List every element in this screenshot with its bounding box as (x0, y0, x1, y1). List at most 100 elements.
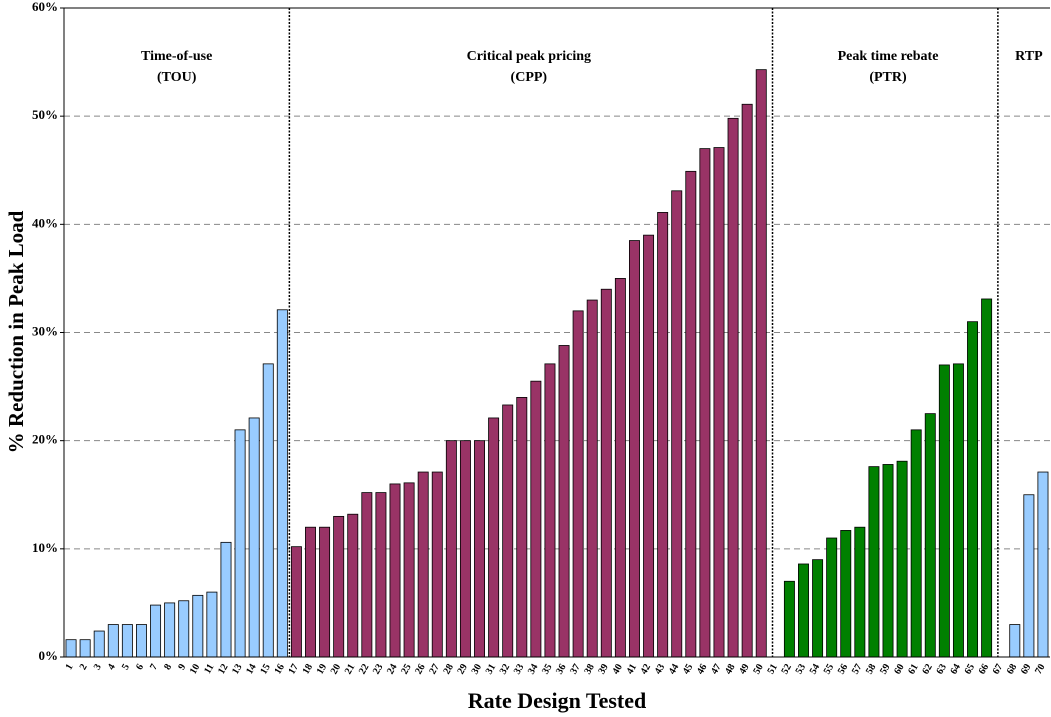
x-tick-label: 59 (878, 662, 893, 676)
bar (220, 541, 232, 658)
bar (798, 563, 809, 658)
x-tick-label: 55 (822, 662, 837, 676)
bar (558, 345, 570, 658)
x-tick-label: 70 (1033, 662, 1048, 676)
bar (361, 492, 373, 658)
bar (417, 471, 429, 658)
x-tick-label: 57 (850, 662, 865, 676)
bar (459, 440, 471, 658)
x-tick-label: 66 (977, 662, 992, 676)
bar (812, 559, 824, 658)
x-tick-label: 45 (681, 662, 696, 676)
bar (544, 363, 556, 658)
group-label: RTP (1015, 49, 1043, 64)
bar (854, 526, 866, 658)
bar (516, 396, 528, 658)
bar (290, 546, 302, 658)
x-tick-label: 65 (963, 662, 978, 676)
bar (1037, 471, 1049, 658)
group-label: Peak time rebate (838, 49, 939, 64)
x-tick-label: 3 (92, 662, 104, 672)
x-tick-label: 25 (399, 662, 414, 676)
bar (755, 69, 767, 658)
bar (262, 363, 274, 658)
bar (643, 234, 655, 658)
bar (671, 190, 683, 658)
x-tick-label: 1 (64, 662, 76, 672)
x-tick-label: 16 (272, 662, 287, 676)
bar (164, 602, 176, 658)
bar (107, 624, 119, 658)
x-tick-label: 58 (864, 662, 879, 676)
x-tick-label: 44 (667, 662, 682, 676)
bar (586, 299, 598, 658)
bar (319, 526, 331, 658)
x-tick-label: 8 (162, 662, 174, 672)
bar (93, 630, 105, 658)
x-tick-label: 31 (484, 662, 499, 676)
x-tick-label: 62 (920, 662, 935, 676)
x-tick-label: 24 (385, 662, 400, 676)
y-tick-label: 0% (39, 648, 59, 663)
group-abbreviation: (TOU) (157, 70, 197, 85)
x-tick-label: 23 (371, 662, 386, 676)
bar (136, 624, 147, 658)
x-tick-label: 42 (639, 662, 654, 676)
x-tick-label: 15 (258, 662, 273, 676)
y-tick-label: 10% (32, 540, 58, 555)
bar (65, 639, 77, 658)
x-tick-label: 35 (540, 662, 555, 676)
x-tick-label: 7 (148, 662, 160, 672)
x-tick-label: 32 (498, 662, 513, 676)
x-tick-label: 29 (456, 662, 471, 676)
bar (530, 380, 542, 658)
bar (431, 471, 443, 658)
x-tick-label: 20 (329, 662, 344, 676)
x-tick-label: 52 (779, 662, 794, 676)
bar (1009, 624, 1021, 658)
bar (657, 212, 669, 658)
bar (600, 288, 612, 658)
bar (276, 309, 288, 658)
bar (868, 466, 880, 658)
bar (375, 492, 387, 658)
x-tick-label: 48 (723, 662, 738, 676)
bar (826, 537, 838, 658)
bar (938, 364, 950, 658)
x-tick-label: 26 (413, 662, 428, 676)
x-tick-label: 10 (188, 662, 203, 676)
bar (840, 530, 852, 658)
x-tick-label: 41 (625, 662, 640, 676)
x-tick-label: 43 (653, 662, 668, 676)
x-tick-label: 56 (836, 662, 851, 676)
x-tick-label: 27 (427, 662, 442, 676)
x-tick-label: 36 (554, 662, 569, 676)
bar (924, 413, 936, 658)
x-tick-label: 2 (78, 662, 90, 672)
bar (474, 440, 485, 658)
bar (403, 482, 415, 658)
bar (896, 460, 908, 658)
group-abbreviation: (PTR) (869, 70, 907, 85)
x-tick-label: 6 (134, 662, 146, 672)
bar (79, 639, 91, 658)
x-tick-label: 33 (512, 662, 527, 676)
bar (882, 464, 894, 658)
bar (445, 440, 457, 658)
x-tick-label: 19 (315, 662, 330, 676)
y-tick-label: 20% (32, 432, 58, 447)
bar (150, 604, 162, 658)
x-tick-label: 67 (991, 662, 1006, 676)
bar (741, 103, 753, 658)
x-tick-label: 9 (176, 662, 188, 672)
group-label: Time-of-use (141, 49, 212, 64)
bar (981, 298, 993, 658)
x-tick-label: 60 (892, 662, 907, 676)
bar (347, 513, 359, 658)
x-tick-label: 28 (441, 662, 456, 676)
bar (727, 117, 739, 658)
bar (629, 240, 640, 658)
y-axis-title: % Reduction in Peak Load (4, 210, 28, 453)
bar (967, 321, 978, 658)
x-tick-label: 34 (526, 662, 541, 676)
